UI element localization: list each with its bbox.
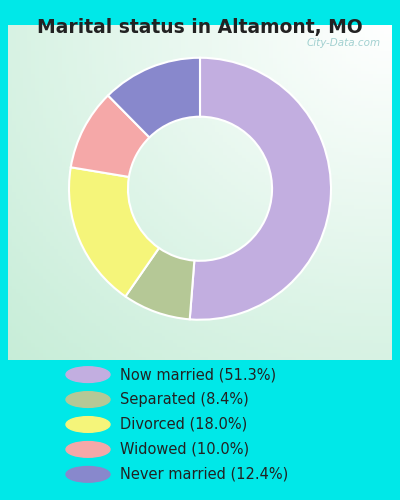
Text: Never married (12.4%): Never married (12.4%) xyxy=(120,467,288,482)
Text: Divorced (18.0%): Divorced (18.0%) xyxy=(120,417,247,432)
Text: Now married (51.3%): Now married (51.3%) xyxy=(120,367,276,382)
Circle shape xyxy=(66,416,110,432)
Text: City-Data.com: City-Data.com xyxy=(306,38,380,48)
Wedge shape xyxy=(69,168,159,296)
Text: Marital status in Altamont, MO: Marital status in Altamont, MO xyxy=(37,18,363,36)
Circle shape xyxy=(66,466,110,482)
Text: Separated (8.4%): Separated (8.4%) xyxy=(120,392,249,407)
Circle shape xyxy=(66,367,110,382)
Wedge shape xyxy=(126,248,194,320)
Wedge shape xyxy=(190,58,331,320)
Wedge shape xyxy=(71,96,150,177)
Circle shape xyxy=(66,442,110,457)
Circle shape xyxy=(66,392,110,407)
Text: Widowed (10.0%): Widowed (10.0%) xyxy=(120,442,249,457)
Wedge shape xyxy=(108,58,200,138)
